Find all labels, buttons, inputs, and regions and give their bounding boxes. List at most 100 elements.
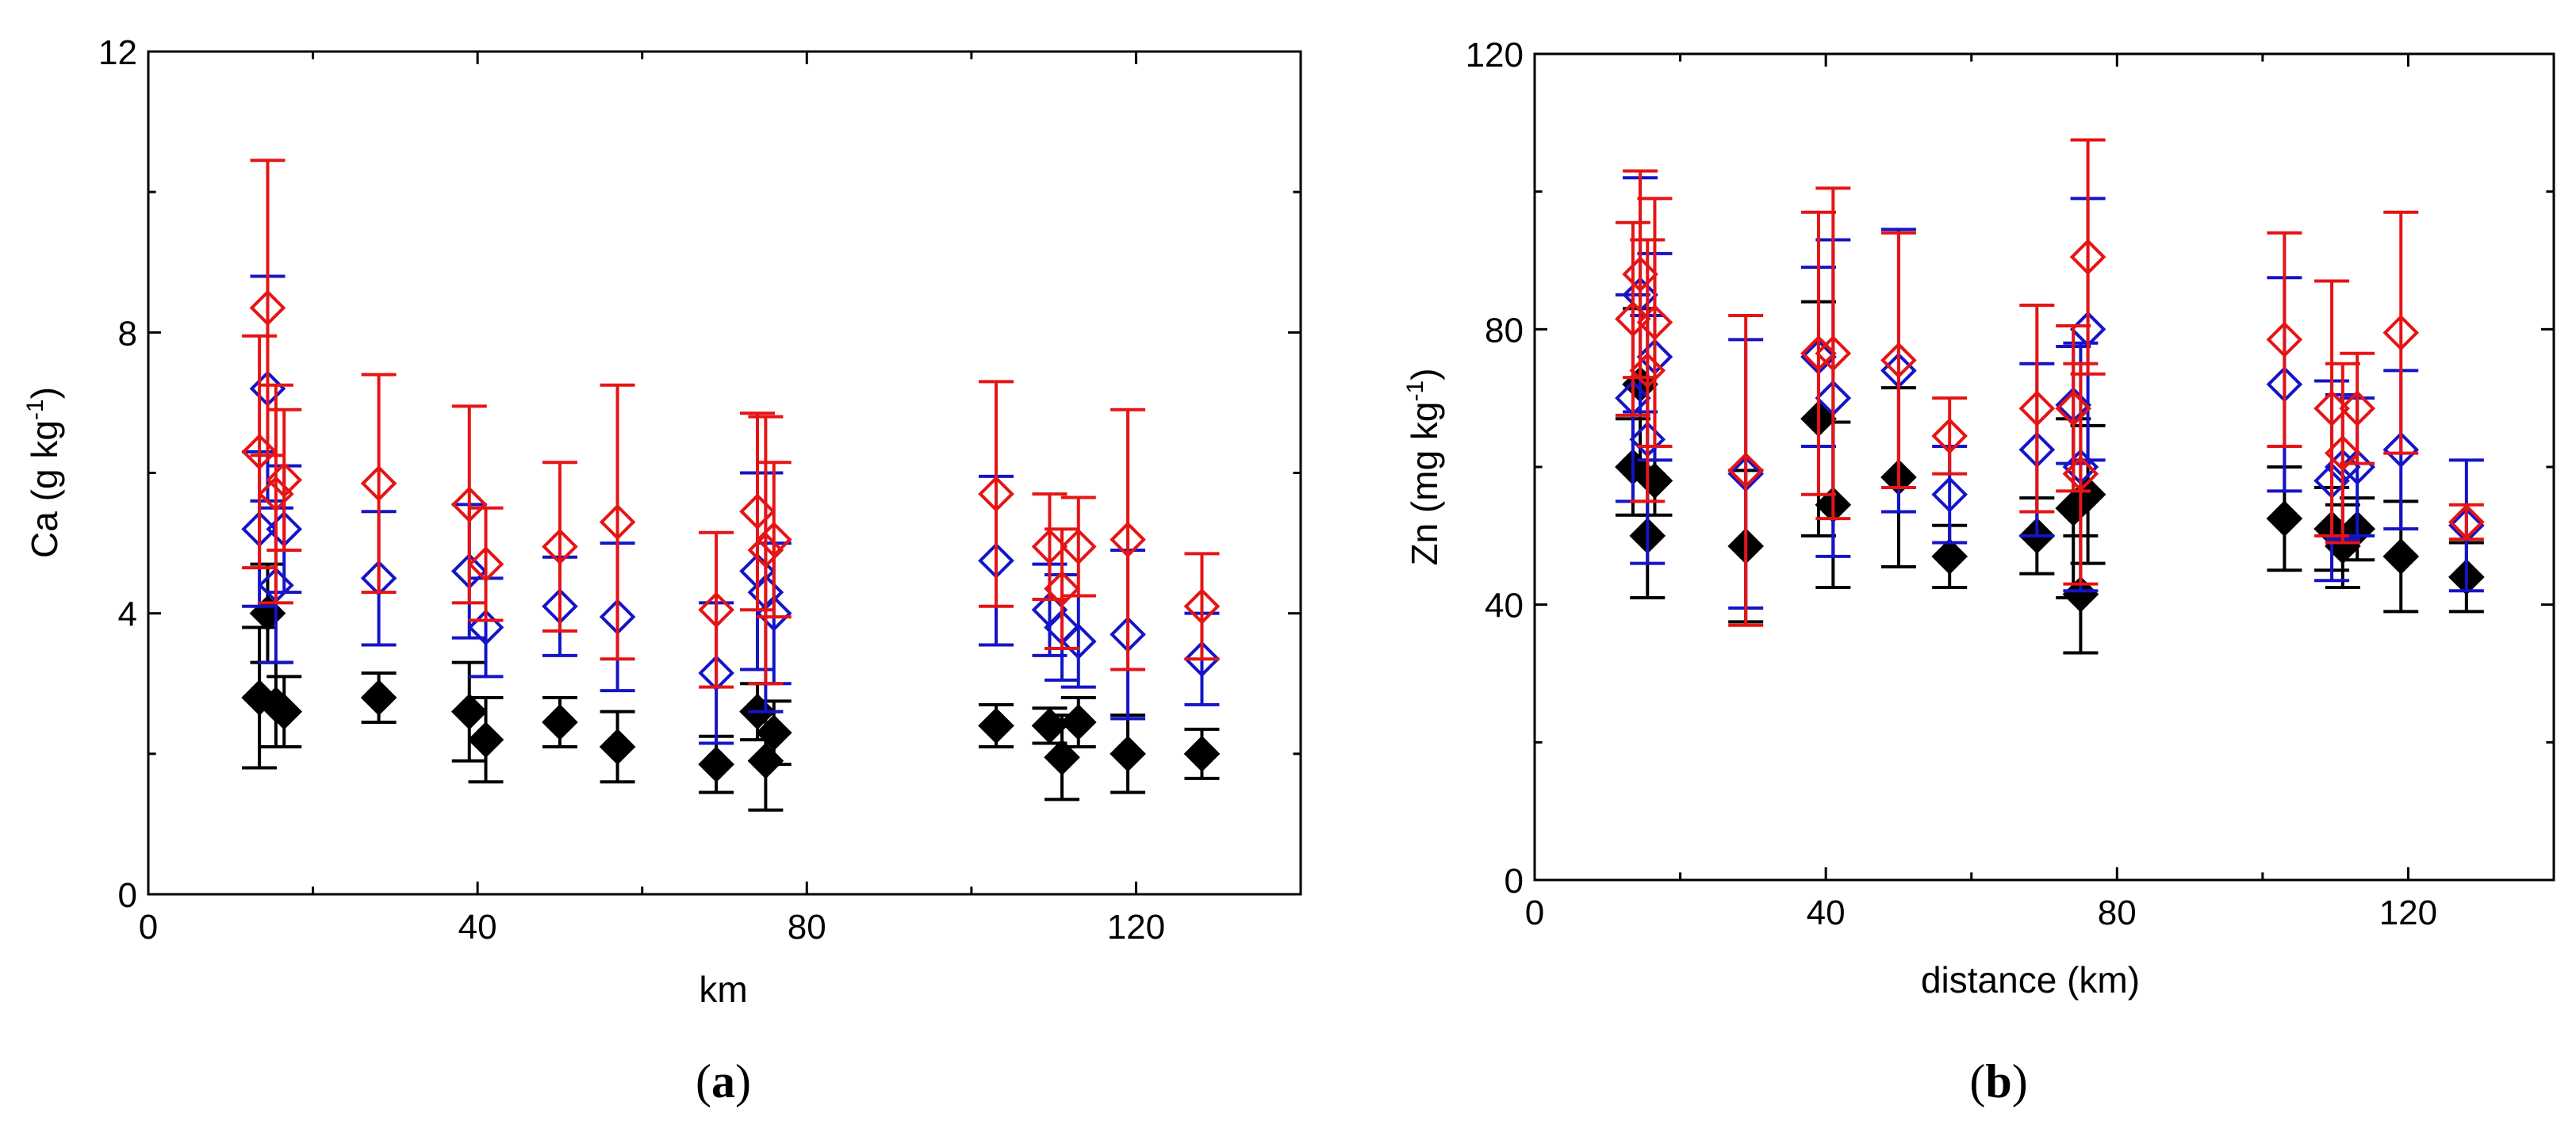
error-bar bbox=[250, 159, 286, 457]
x-tick-label-b: 40 bbox=[1807, 893, 1846, 932]
error-bar bbox=[1615, 220, 1650, 417]
data-point bbox=[467, 609, 504, 646]
data-point bbox=[1636, 304, 1673, 341]
y-axis-label-a: Ca (g kg-1) bbox=[22, 387, 65, 558]
error-bar bbox=[1630, 238, 1666, 503]
error-bar bbox=[242, 334, 278, 570]
x-tick-label-b: 0 bbox=[1525, 893, 1544, 932]
error-bar bbox=[978, 380, 1014, 608]
data-point bbox=[1060, 528, 1097, 565]
data-point bbox=[2069, 476, 2106, 513]
series-a-2 bbox=[241, 159, 1221, 689]
data-point bbox=[2069, 239, 2106, 275]
data-point bbox=[2448, 503, 2485, 541]
y-tick-label-b: 40 bbox=[1485, 587, 1524, 626]
x-axis-label-a: km bbox=[699, 969, 747, 1010]
error-bar bbox=[1045, 527, 1080, 650]
panel-label-a-close: ) bbox=[735, 1055, 751, 1108]
error-bar bbox=[468, 506, 504, 622]
data-point bbox=[1931, 476, 1968, 513]
error-bar bbox=[1880, 231, 1916, 490]
y-axis-label-sup-b: -1 bbox=[1402, 381, 1428, 402]
data-point bbox=[1110, 736, 1146, 772]
error-bar bbox=[1060, 495, 1096, 598]
chart-a: Ca (g kg-1) km (a) 0 40 80 120 0 4 8 12 bbox=[22, 33, 1302, 1108]
data-point bbox=[1031, 528, 1068, 565]
chart-b: Zn (mg kg-1) distance (km) (b) 0 40 80 120 0… bbox=[1402, 36, 2555, 1108]
error-bar bbox=[361, 373, 397, 595]
panel-label-a: (a) bbox=[696, 1055, 751, 1108]
x-tick-label-a: 80 bbox=[788, 908, 826, 947]
y-axis-label-b: Zn (mg kg-1) bbox=[1402, 368, 1445, 565]
data-point bbox=[1629, 352, 1666, 389]
data-point bbox=[1880, 342, 1917, 379]
data-point bbox=[2055, 390, 2092, 427]
error-bar bbox=[542, 461, 577, 633]
error-bar bbox=[756, 461, 792, 619]
data-point bbox=[450, 486, 488, 523]
data-point bbox=[755, 595, 792, 632]
x-tick-label-a: 0 bbox=[139, 908, 158, 947]
data-point bbox=[2018, 390, 2056, 427]
error-bar bbox=[451, 404, 487, 605]
data-point bbox=[467, 545, 504, 583]
panel-label-b-letter: b bbox=[1985, 1055, 2011, 1108]
data-point bbox=[1727, 452, 1765, 489]
error-bar bbox=[2267, 231, 2302, 448]
error-bar bbox=[1110, 407, 1146, 671]
data-point bbox=[978, 707, 1014, 744]
data-point bbox=[1110, 521, 1146, 558]
error-bar bbox=[2019, 303, 2055, 514]
data-point bbox=[747, 742, 784, 779]
error-bar bbox=[600, 383, 635, 661]
error-bar bbox=[2325, 362, 2360, 545]
error-bar bbox=[266, 407, 302, 552]
error-bar bbox=[2383, 210, 2419, 455]
y-tick-label-a: 0 bbox=[118, 876, 137, 915]
data-point bbox=[2382, 538, 2420, 575]
data-point bbox=[739, 493, 776, 530]
data-point bbox=[2266, 321, 2303, 358]
data-point bbox=[1931, 538, 1968, 575]
error-bar bbox=[1932, 396, 1968, 476]
data-point bbox=[1800, 335, 1837, 372]
data-point bbox=[542, 528, 578, 565]
y-axis-label-main-b: Zn (mg kg bbox=[1404, 401, 1445, 565]
error-bar bbox=[2070, 138, 2106, 376]
panel-label-b-close: ) bbox=[2012, 1055, 2028, 1108]
y-tick-label-b: 120 bbox=[1466, 36, 1524, 75]
x-tick-label-b: 120 bbox=[2379, 893, 2437, 932]
y-tick-label-b: 80 bbox=[1485, 311, 1524, 350]
data-point bbox=[241, 434, 278, 470]
error-bar bbox=[699, 530, 734, 689]
y-tick-label-a: 8 bbox=[118, 314, 137, 353]
data-point bbox=[599, 729, 636, 765]
data-point bbox=[698, 591, 734, 629]
data-point bbox=[1815, 335, 1852, 372]
error-bar bbox=[2063, 362, 2099, 586]
data-point bbox=[2448, 507, 2485, 544]
data-point bbox=[360, 465, 397, 502]
error-bar bbox=[2340, 351, 2375, 465]
data-point bbox=[2266, 500, 2303, 537]
data-point bbox=[1060, 704, 1097, 740]
data-point bbox=[2382, 314, 2420, 351]
data-point bbox=[978, 476, 1014, 512]
panel-label-b: (b) bbox=[1969, 1055, 2027, 1108]
error-bar bbox=[1637, 197, 1673, 448]
panel-label-a-open: ( bbox=[696, 1055, 711, 1108]
error-bar bbox=[1728, 313, 1764, 627]
error-bar bbox=[740, 411, 776, 612]
y-tick-label-a: 4 bbox=[118, 595, 137, 634]
data-point bbox=[2339, 449, 2376, 485]
data-point bbox=[1044, 570, 1080, 607]
data-point bbox=[1183, 736, 1221, 772]
error-bar bbox=[1815, 186, 1851, 521]
data-point bbox=[2382, 431, 2420, 469]
data-point bbox=[258, 476, 294, 512]
y-axis-label-close-b: ) bbox=[1404, 368, 1445, 380]
data-point bbox=[2062, 455, 2099, 492]
data-point bbox=[266, 461, 303, 499]
x-tick-label-b: 80 bbox=[2098, 893, 2137, 932]
